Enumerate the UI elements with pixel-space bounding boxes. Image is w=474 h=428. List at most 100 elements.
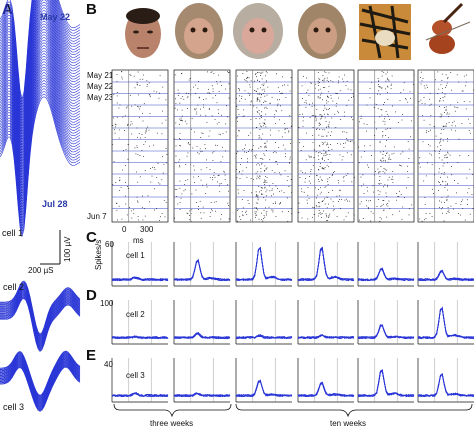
panel-letter-d: D [86,287,97,304]
panel-c-ymax: 60 [105,240,114,249]
psth-plot [297,300,355,345]
psth-plot [235,300,293,345]
waveform-trace [0,74,81,216]
raster-block [173,69,231,223]
waveform-trace [0,66,81,208]
waveform-trace [0,0,81,100]
waveform-trace [0,50,81,191]
scale-time: 200 µS [28,266,54,275]
waveform-trace [0,63,81,205]
date-label-top: May 22 [40,12,70,22]
waveform-trace [0,0,81,132]
waveform-trace [0,0,81,124]
cell-2-label: cell 2 [3,282,24,292]
waveform-trace [0,7,81,148]
waveform-trace [0,0,81,105]
waveform-trace [0,61,81,202]
raster-date-1: May 21 [87,71,114,80]
waveform-stack-cell-2 [0,280,81,352]
waveform-trace [0,292,81,347]
waveform-trace [0,366,81,412]
waveform-trace [0,283,81,338]
waveform-trace [0,45,81,186]
waveform-trace [0,289,81,344]
waveform-trace [0,286,81,341]
stimulus-monkey-face-2 [233,3,283,59]
psth-plot [173,300,231,345]
panel-c-cell: cell 1 [126,251,145,260]
waveform-trace [0,88,81,229]
panel-letter-b: B [86,1,97,18]
waveform-trace [0,39,81,181]
psth-plot [235,358,293,403]
waveform-trace [0,0,81,108]
panel-d-cell: cell 2 [126,310,145,319]
psth-plot [417,242,474,287]
waveform-trace [0,0,81,127]
waveform-trace [0,36,81,178]
raster-date-3: May 23 [87,93,114,102]
raster-block [111,69,169,223]
waveform-trace [0,58,81,199]
waveform-trace [0,1,81,143]
psth-plot [357,300,415,345]
waveform-trace [0,296,81,350]
psth-row-cell-3 [111,358,474,403]
waveform-trace [0,72,81,213]
waveform-trace [0,9,81,151]
waveform-trace [0,42,81,183]
psth-plot [297,358,355,403]
panel-e-cell: cell 3 [126,371,145,380]
waveform-trace [0,0,81,118]
raster-block [297,69,355,223]
raster-block [417,69,474,223]
psth-plot [235,242,293,287]
psth-plot [111,242,169,287]
psth-plot [297,242,355,287]
scale-bar [40,230,61,265]
waveform-trace [0,288,81,343]
waveform-trace [0,291,81,346]
panel-c-x-unit: ms [133,236,144,245]
panel-letter-c: C [86,229,97,246]
waveform-trace [0,0,81,140]
waveform-trace [0,284,81,338]
waveform-trace [0,4,81,145]
waveform-trace [0,28,81,170]
waveform-trace [0,0,81,116]
waveform-trace [0,297,81,352]
waveform-trace [0,0,81,113]
waveform-trace [0,291,81,345]
waveform-stack-cell-3 [0,350,81,412]
psth-plot [173,242,231,287]
waveform-trace [0,282,81,336]
psth-plot [173,358,231,403]
waveform-trace [0,280,81,335]
waveform-trace [0,285,81,340]
psth-row-cell-2 [111,300,474,345]
raster-date-4: Jun 7 [87,212,107,221]
waveform-trace [0,96,81,237]
waveform-trace [0,90,81,232]
panel-letter-e: E [86,347,96,364]
bracket-three-weeks [113,403,232,418]
bracket-ten-weeks [235,403,473,418]
psth-row-cell-1 [111,242,474,287]
waveform-trace [0,82,81,224]
psth-plot [417,300,474,345]
waveform-trace [0,77,81,218]
waveform-trace [0,69,81,210]
waveform-trace [0,80,81,221]
waveform-trace [0,18,81,159]
date-label-bottom: Jul 28 [42,199,68,209]
waveform-trace [0,295,81,350]
bracket-label-three-weeks: three weeks [150,419,193,428]
waveform-trace [0,26,81,167]
waveform-trace [0,55,81,197]
cell-3-label: cell 3 [3,402,24,412]
waveform-trace [0,93,81,235]
waveform-trace [0,0,81,129]
stimulus-monkey-face-3 [298,3,346,59]
psth-plot [357,242,415,287]
